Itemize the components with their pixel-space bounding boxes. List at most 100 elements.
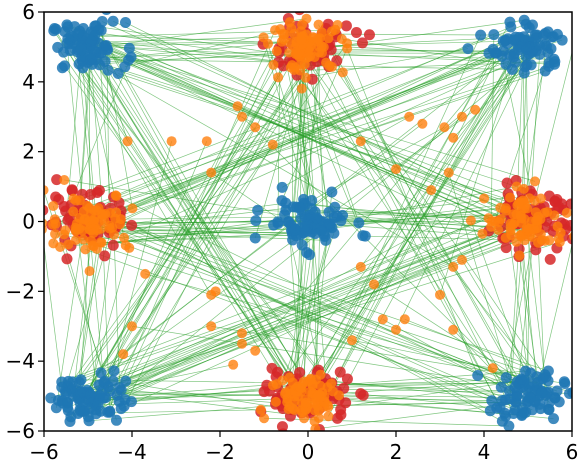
target-point [341, 20, 352, 31]
mapped-point [533, 238, 543, 248]
target-point [357, 37, 368, 48]
source-point [505, 22, 516, 33]
x-tick-label: −2 [205, 440, 234, 460]
source-point [510, 32, 521, 43]
mapped-point [237, 112, 247, 122]
y-tick-label: −2 [6, 279, 35, 303]
mapped-point [391, 164, 401, 174]
target-point [99, 250, 110, 261]
mapped-point [514, 250, 524, 260]
source-point [126, 396, 137, 407]
y-tick-label: −4 [6, 349, 35, 373]
source-point [516, 374, 527, 385]
source-point [273, 218, 284, 229]
source-point [297, 240, 308, 251]
mapped-point [250, 346, 260, 356]
mapped-point [289, 65, 299, 75]
source-point [120, 17, 131, 28]
source-point [462, 43, 473, 54]
mapped-point [356, 136, 366, 146]
mapped-point [569, 231, 579, 241]
mapped-point [206, 168, 216, 178]
mapped-point [493, 225, 503, 235]
source-point [501, 372, 512, 383]
x-tick-label: 6 [566, 440, 579, 460]
mapped-point [323, 382, 333, 392]
mapped-point [88, 228, 98, 238]
x-tick-label: 0 [302, 440, 315, 460]
mapped-point [297, 20, 307, 30]
source-point [540, 39, 551, 50]
source-point [559, 376, 570, 387]
source-point [527, 404, 538, 415]
mapped-point [310, 405, 320, 415]
mapped-point [549, 210, 559, 220]
mapped-point [516, 210, 526, 220]
mapped-point [271, 397, 281, 407]
mapped-point [417, 119, 427, 129]
mapped-point [324, 61, 334, 71]
source-point [517, 403, 528, 414]
mapped-point [140, 269, 150, 279]
source-point [250, 233, 261, 244]
target-point [501, 242, 512, 253]
source-point [541, 387, 552, 398]
mapped-point [490, 216, 500, 226]
source-point [353, 217, 364, 228]
source-point [519, 67, 530, 78]
x-tick-label: −4 [117, 440, 146, 460]
mapped-point [320, 396, 330, 406]
mapped-point [313, 34, 323, 44]
source-point [277, 182, 288, 193]
mapped-point [533, 212, 543, 222]
source-point [61, 19, 72, 30]
mapped-point [555, 237, 565, 247]
source-point [290, 224, 301, 235]
source-point [572, 27, 581, 38]
link-line [129, 60, 524, 189]
source-point [101, 40, 112, 51]
mapped-point [439, 122, 449, 132]
source-point [57, 395, 68, 406]
source-point [108, 365, 119, 376]
mapped-point [71, 224, 81, 234]
mapped-point [50, 229, 60, 239]
mapped-point [323, 411, 333, 421]
source-point [99, 376, 110, 387]
source-point [74, 377, 85, 388]
mapped-point [311, 375, 321, 385]
link-line [242, 117, 528, 398]
source-point [111, 415, 122, 426]
mapped-point [85, 266, 95, 276]
mapped-point [48, 238, 58, 248]
source-point [58, 47, 69, 58]
mapped-point [48, 201, 58, 211]
x-tick-label: 4 [478, 440, 491, 460]
mapped-point [299, 376, 309, 386]
mapped-point [281, 387, 291, 397]
source-point [497, 416, 508, 427]
source-point [329, 212, 340, 223]
mapped-point [272, 46, 282, 56]
x-tick-label: −6 [29, 440, 58, 460]
mapped-point [488, 363, 498, 373]
mapped-point [105, 208, 115, 218]
mapped-point [296, 35, 306, 45]
mapped-point [347, 335, 357, 345]
source-point [548, 31, 559, 42]
target-point [108, 240, 119, 251]
source-point [85, 53, 96, 64]
mapped-point [297, 84, 307, 94]
mapped-point [314, 20, 324, 30]
source-point [521, 44, 532, 55]
mapped-point [71, 195, 81, 205]
mapped-point [268, 60, 278, 70]
mapped-point [305, 46, 315, 56]
mapped-point [292, 49, 302, 59]
mapped-point [285, 17, 295, 27]
target-point [50, 192, 61, 203]
y-tick-label: 0 [22, 210, 35, 234]
source-point [101, 4, 112, 15]
